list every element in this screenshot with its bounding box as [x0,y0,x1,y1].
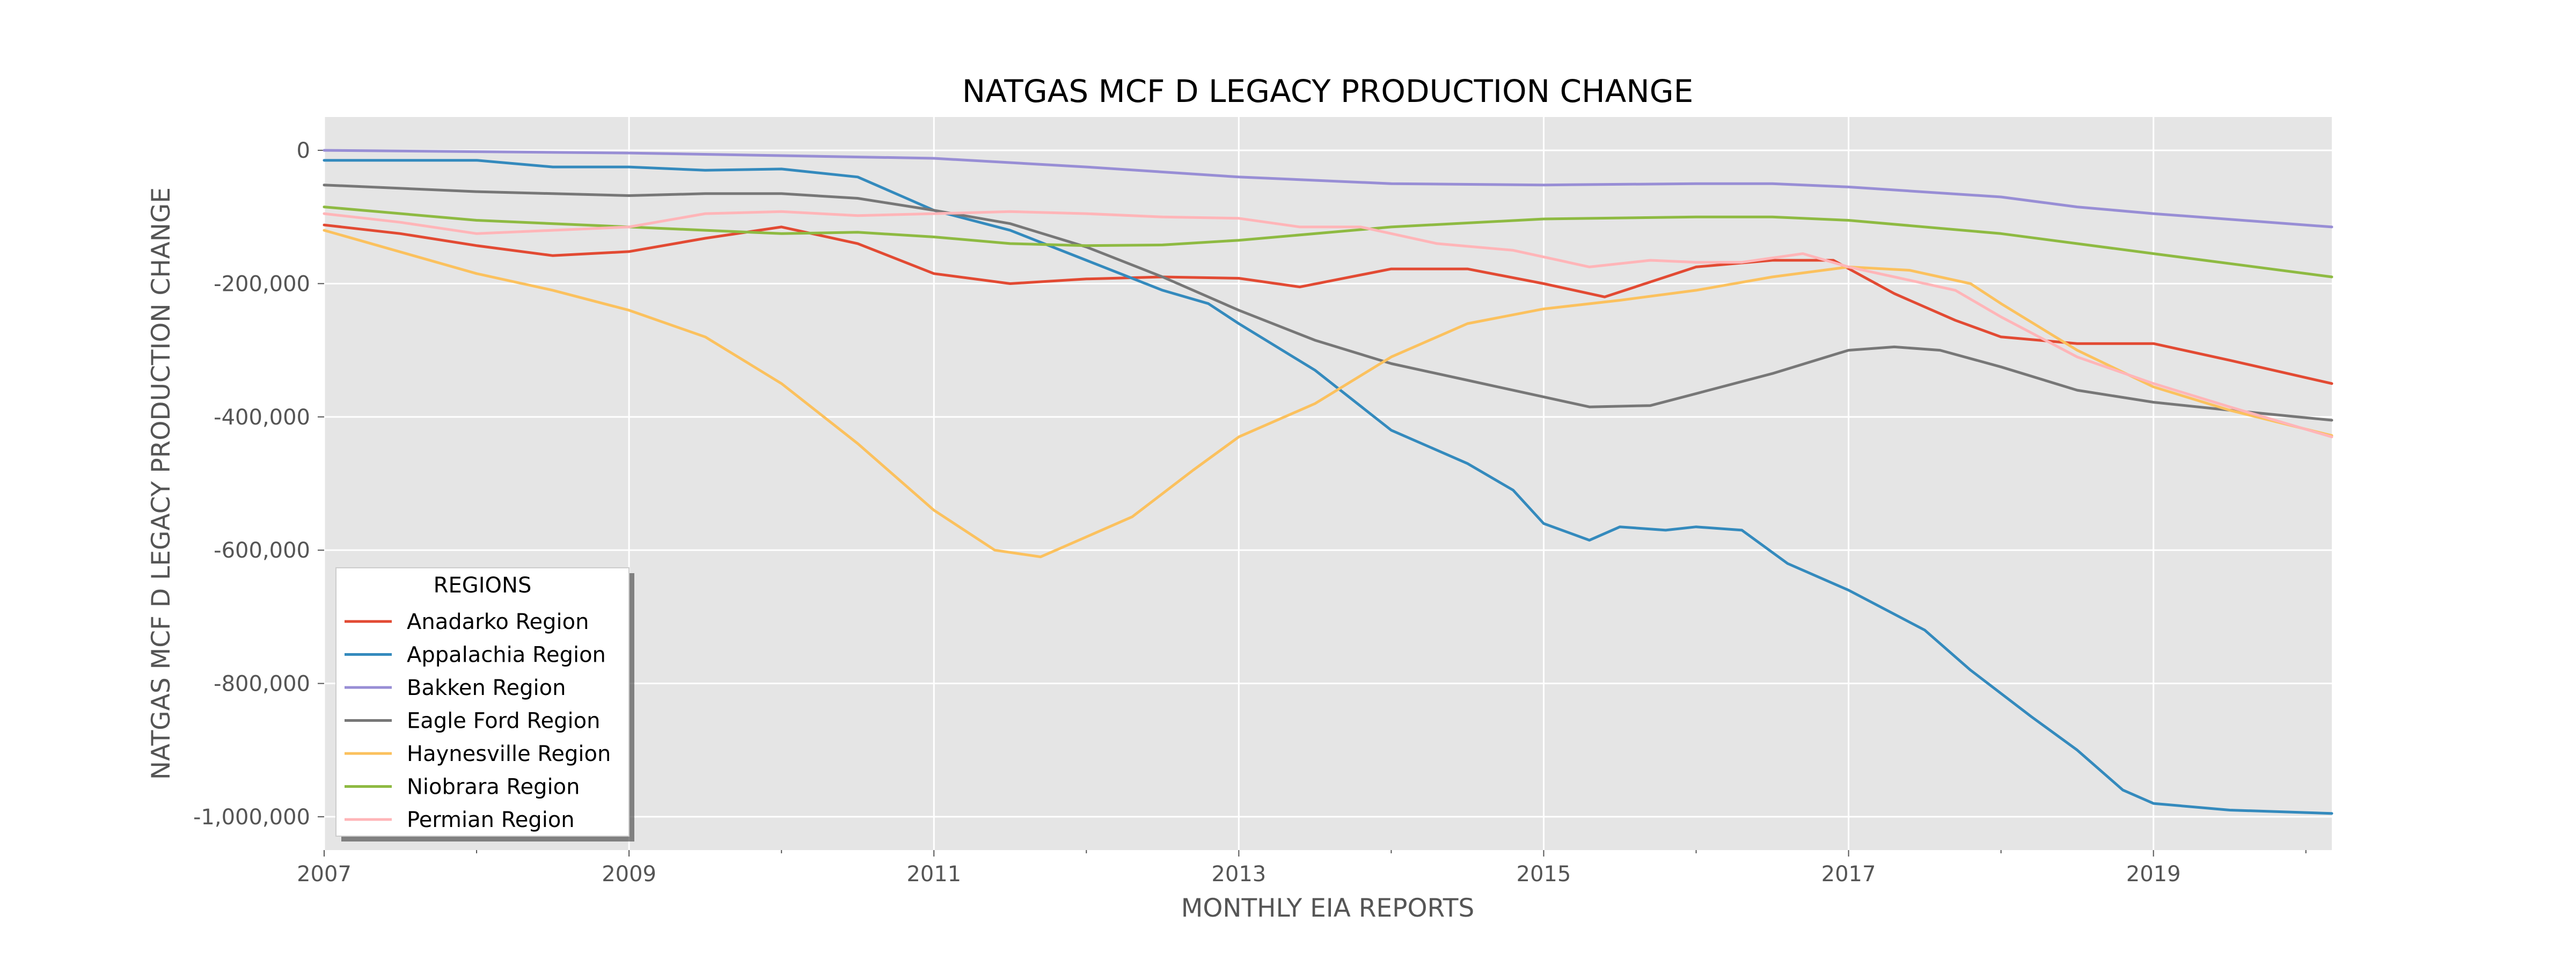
legend-label: Permian Region [407,808,575,832]
x-tick-label: 2013 [1211,862,1266,887]
legend-box [335,567,630,837]
series-line-permian-region [323,210,2333,438]
legend: REGIONS Anadarko Region Appalachia Region… [335,567,634,841]
legend-label: Niobrara Region [407,775,580,800]
chart-title: NATGAS MCF D LEGACY PRODUCTION CHANGE [962,73,1694,109]
legend-label: Appalachia Region [407,643,606,668]
y-axis-label: NATGAS MCF D LEGACY PRODUCTION CHANGE [147,187,176,780]
legend-label: Eagle Ford Region [407,709,600,734]
series-line-haynesville-region [323,229,2333,559]
legend-label: Haynesville Region [407,742,611,766]
x-axis: 2007 2009 2011 2013 2015 2017 2019 [297,850,2307,887]
legend-label: Bakken Region [407,676,566,700]
series-line-niobrara-region [323,206,2333,279]
x-tick-label: 2009 [602,862,656,887]
x-axis-label: MONTHLY EIA REPORTS [1181,894,1474,923]
y-tick-label: 0 [297,138,310,163]
y-tick-label: -800,000 [214,672,310,697]
series-line-bakken-region [323,149,2333,229]
series-line-appalachia-region [323,159,2333,815]
x-tick-label: 2019 [2126,862,2181,887]
x-tick-label: 2017 [1821,862,1876,887]
legend-label: Anadarko Region [407,610,589,634]
y-tick-label: -400,000 [214,405,310,430]
y-axis: 0 -200,000 -400,000 -600,000 -800,000 -1,000,… [193,138,324,830]
legend-title: REGIONS [434,573,532,598]
x-tick-label: 2015 [1517,862,1571,887]
y-tick-label: -200,000 [214,272,310,296]
series-line-anadarko-region [323,223,2333,385]
x-tick-label: 2011 [906,862,961,887]
grid-lines [323,117,2332,850]
series-lines [323,149,2333,815]
plot-background [324,117,2332,850]
x-tick-label: 2007 [297,862,352,887]
series-line-eagle-ford-region [323,184,2333,422]
y-tick-label: -600,000 [214,538,310,563]
y-tick-label: -1,000,000 [193,805,310,830]
legend-items: Anadarko Region Appalachia Region Bakken R… [345,610,611,832]
